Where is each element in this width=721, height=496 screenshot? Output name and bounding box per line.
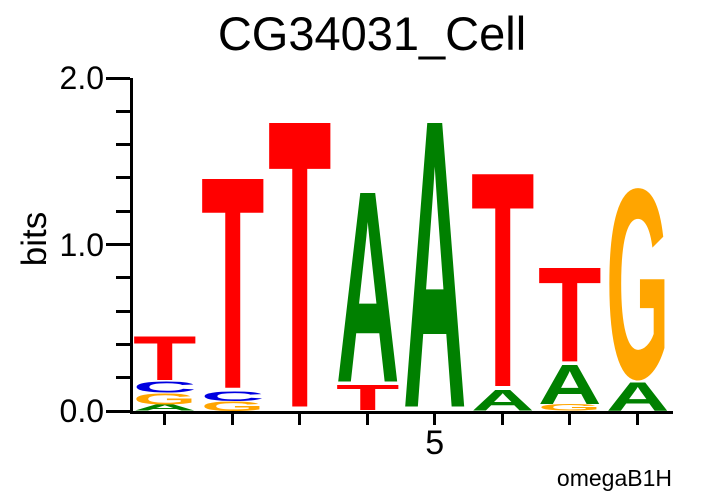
svg-text:A: A <box>133 403 197 413</box>
svg-text:G: G <box>133 390 197 408</box>
y-axis-minor-tick <box>116 309 130 313</box>
y-axis-major-tick <box>106 76 130 80</box>
y-tick-label: 1.0 <box>59 226 104 263</box>
svg-text:G: G <box>201 399 265 414</box>
y-axis-minor-tick <box>116 342 130 346</box>
svg-text:T: T <box>471 107 535 452</box>
logo-letter-T: T <box>538 239 602 391</box>
svg-text:T: T <box>133 323 197 394</box>
watermark-text: omegaB1H <box>556 465 672 491</box>
x-axis-tick <box>433 414 437 425</box>
svg-text:A: A <box>538 353 602 416</box>
y-axis-minor-tick <box>116 143 130 147</box>
logo-letter-G: G <box>133 390 197 408</box>
y-axis-minor-tick <box>116 276 130 280</box>
x-axis-tick <box>298 414 302 425</box>
logo-letter-T: T <box>268 34 332 495</box>
y-axis-major-tick <box>106 409 130 413</box>
svg-text:A: A <box>336 134 400 440</box>
logo-letter-A: A <box>336 134 400 440</box>
svg-text:G: G <box>606 131 670 436</box>
y-axis-minor-tick <box>116 376 130 380</box>
logo-letter-C: C <box>201 389 265 404</box>
svg-text:A: A <box>471 384 535 417</box>
y-axis-minor-tick <box>116 176 130 180</box>
x-axis-line <box>130 411 673 414</box>
logo-letter-T: T <box>471 107 535 452</box>
x-axis-tick <box>230 414 234 425</box>
x-axis-tick <box>365 414 369 425</box>
logo-letter-G: G <box>201 399 265 414</box>
logo-letter-A: A <box>403 34 467 495</box>
svg-text:T: T <box>201 114 265 453</box>
logo-letter-A: A <box>471 384 535 417</box>
y-axis-line <box>130 78 133 414</box>
logo-letter-T: T <box>133 323 197 394</box>
x-tick-label: 5 <box>425 424 445 462</box>
logo-letter-T: T <box>336 378 400 418</box>
chart-title: CG34031_Cell <box>217 7 527 60</box>
y-axis-major-tick <box>106 243 130 246</box>
logo-letter-A: A <box>538 353 602 416</box>
svg-text:A: A <box>606 374 670 419</box>
svg-text:C: C <box>201 389 265 404</box>
x-axis-tick <box>568 414 572 425</box>
y-axis-minor-tick <box>116 109 130 113</box>
logo-letter-G: G <box>538 403 602 413</box>
y-axis-minor-tick <box>116 209 130 213</box>
svg-text:G: G <box>538 403 602 413</box>
y-tick-label: 0.0 <box>59 393 104 429</box>
svg-text:T: T <box>336 378 400 418</box>
x-axis-tick <box>635 414 639 425</box>
x-axis-tick <box>500 414 504 425</box>
x-axis-tick <box>163 414 167 425</box>
logo-letter-G: G <box>606 131 670 436</box>
logo-letter-A: A <box>606 374 670 419</box>
svg-text:T: T <box>268 34 332 495</box>
logo-letter-C: C <box>133 378 197 396</box>
svg-text:C: C <box>133 378 197 396</box>
svg-text:T: T <box>538 239 602 391</box>
logo-letter-A: A <box>133 403 197 413</box>
logo-letter-T: T <box>201 114 265 453</box>
y-tick-label: 2.0 <box>59 60 104 96</box>
